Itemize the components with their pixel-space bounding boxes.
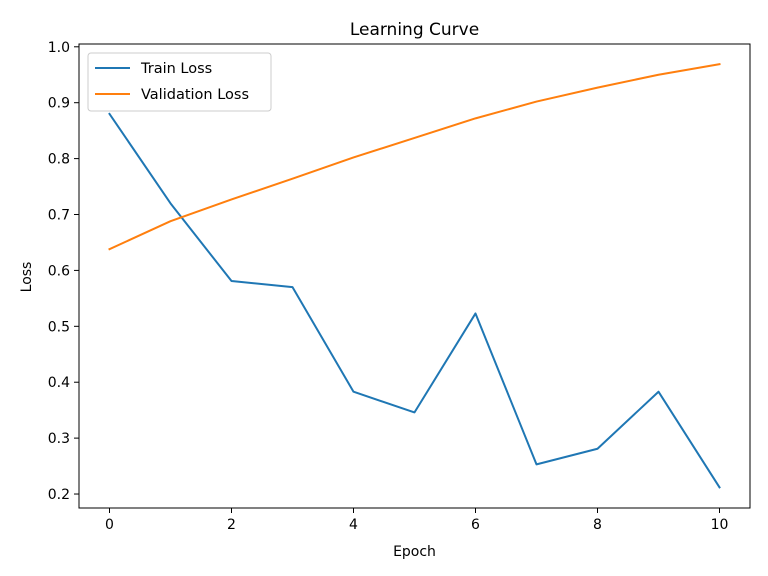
y-axis-label: Loss <box>19 262 35 293</box>
x-tick-label: 10 <box>711 517 729 533</box>
y-tick-label: 0.4 <box>48 375 70 391</box>
plot-frame <box>78 43 751 509</box>
x-axis-label: Epoch <box>393 544 436 560</box>
y-tick-label: 1.0 <box>48 40 70 56</box>
series-line-train-loss <box>108 112 721 489</box>
x-tick-label: 4 <box>349 517 358 533</box>
y-tick-label: 0.8 <box>48 152 70 168</box>
y-tick-label: 0.3 <box>48 431 70 447</box>
x-tick-label: 6 <box>471 517 480 533</box>
legend-label: Train Loss <box>140 61 212 77</box>
chart-title: Learning Curve <box>350 20 479 40</box>
series-line-validation-loss <box>108 62 721 251</box>
y-tick-label: 0.5 <box>48 319 70 335</box>
x-tick-label: 2 <box>227 517 236 533</box>
legend-box <box>87 52 272 112</box>
axis-ticks: 0 2 4 6 8 10 0.2 0.3 0.4 0.5 0.6 0.7 0.8 0.9 1.0 <box>48 40 729 533</box>
y-tick-label: 0.6 <box>48 263 70 279</box>
y-tick-label: 0.2 <box>48 487 70 503</box>
plot-area <box>108 62 721 489</box>
legend-label: Validation Loss <box>141 87 249 103</box>
y-tick-label: 0.7 <box>48 208 70 224</box>
x-tick-label: 8 <box>593 517 602 533</box>
legend: Train Loss Validation Loss <box>87 52 272 112</box>
y-tick-label: 0.9 <box>48 96 70 112</box>
x-tick-label: 0 <box>105 517 114 533</box>
